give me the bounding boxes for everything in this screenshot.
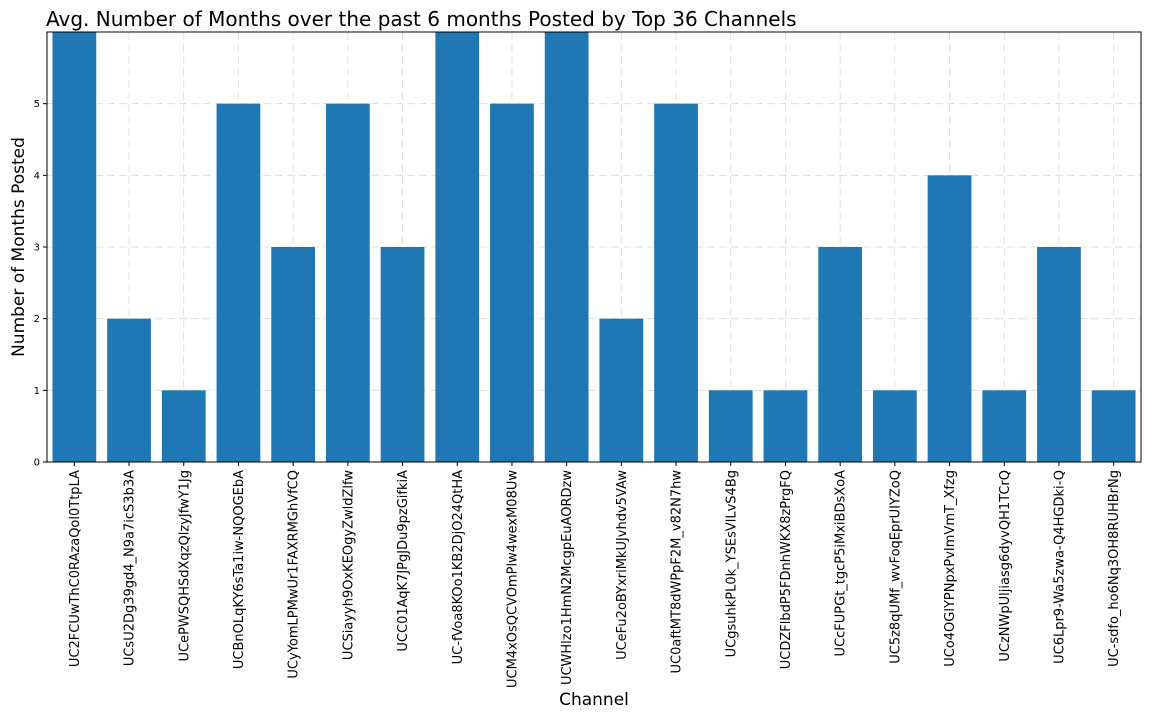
chart-title: Avg. Number of Months over the past 6 mo…: [46, 7, 797, 31]
x-tick-label: UC6Lpr9-Wa5zwa-Q4HGDki-Q: [1052, 470, 1067, 664]
x-tick-label: UCDZFlbdP5FDnhWKX8zPrgFQ: [779, 470, 794, 669]
bar: [708, 390, 753, 462]
y-tick-label: 3: [34, 243, 40, 254]
x-tick-label: UCgsuhkPL0k_YSEsVlLvS4Bg: [724, 470, 739, 657]
bars: [52, 32, 1136, 463]
bar: [52, 32, 97, 462]
x-axis-label: Channel: [559, 690, 629, 710]
grid-lines: [47, 32, 1141, 463]
bar: [927, 175, 972, 463]
bar: [490, 103, 534, 463]
bar: [654, 103, 698, 463]
x-tick-label: UCeFu2oBYxriMkUJvhdv5VAw: [615, 470, 630, 660]
x-tick-label: UC0aftMT8dWPpF2M_v82N7hw: [670, 470, 685, 674]
x-tick-label: UCWHlzo1HmN2McgpEuAORDzw: [560, 470, 575, 685]
x-tick-label: UC2FCUwThC0RAzaQol0TtpLA: [68, 470, 83, 667]
bar: [872, 390, 917, 462]
y-axis-ticks: 0 1 2 3 4 5: [34, 99, 47, 469]
bar: [982, 390, 1027, 462]
x-tick-label: UCBnOLqKY6sTa1iw-NQOGEbA: [232, 470, 247, 669]
x-tick-label: UCePWSQHSdXqzQlzyJfwY1Jg: [177, 470, 192, 662]
y-tick-label: 5: [34, 99, 40, 110]
bar: [1091, 390, 1136, 462]
bar: [818, 247, 863, 462]
x-tick-label: UCzNWpUljiasg6dyvQH1TCrQ: [998, 470, 1013, 662]
x-tick-label: UCSiayyh9OxKEOgyZwldZlfw: [341, 470, 356, 660]
x-tick-label: UCM4xOsQCVOmPlw4wexM08Uw: [505, 470, 520, 688]
bar: [1037, 247, 1081, 462]
x-tick-label: UC-fVoa8KOo1KB2DjO24QtHA: [451, 470, 466, 664]
bar: [216, 103, 261, 463]
x-tick-label: UCsU2Dg39gd4_N9a7icS3b3A: [123, 470, 138, 666]
y-tick-label: 4: [34, 171, 40, 182]
x-axis-ticks: UC2FCUwThC0RAzaQol0TtpLA UCsU2Dg39gd4_N9a…: [68, 462, 1122, 688]
y-axis-label: Number of Months Posted: [9, 137, 29, 357]
x-tick-label: UCcFUPGt_tgcP5iMxiBDsXoA: [834, 470, 849, 657]
x-tick-label: UC5z8qUMf_wvFoqEprUIYZoQ: [888, 470, 903, 664]
bar: [380, 247, 425, 462]
x-tick-label: UCyYomLPMwUr1FAXRMGhVfCQ: [287, 470, 302, 679]
y-tick-label: 2: [34, 314, 40, 325]
y-tick-label: 0: [34, 458, 40, 469]
bar: [107, 318, 151, 462]
y-tick-label: 1: [34, 386, 40, 397]
bar: [161, 390, 206, 462]
bar: [763, 390, 808, 462]
bar: [435, 32, 480, 462]
x-tick-label: UCC01AqK7JPgJDu9pzGifkiA: [396, 470, 411, 652]
bar: [271, 247, 316, 462]
x-tick-label: UCo4OGlYPNpxPvImVmT_Xfzg: [943, 470, 958, 667]
bar: [599, 318, 644, 462]
bar: [325, 103, 370, 463]
x-tick-label: UC-sdfo_ho6Nq3OH8RUHBrNg: [1107, 470, 1122, 667]
bar: [544, 32, 589, 462]
